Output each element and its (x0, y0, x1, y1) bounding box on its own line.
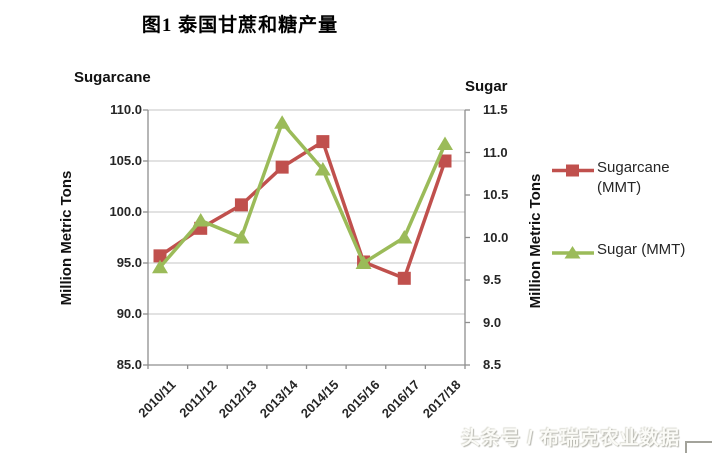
data-point-marker (152, 259, 168, 274)
right-axis-tick-label: 11.0 (483, 144, 508, 160)
series-line-sugarcane (159, 138, 447, 281)
left-axis-tick-label: 85.0 (116, 357, 142, 372)
watermark: 头条号 / 布瑞克农业数据 (461, 428, 680, 449)
left-axis-tick-label: 100.0 (109, 204, 142, 219)
data-point-marker (153, 249, 167, 263)
right-axis-tick-label: 10.0 (483, 229, 509, 245)
sugarcane-legend-marker-icon (552, 164, 594, 177)
right-axis-tick-label: 9.0 (483, 314, 502, 330)
right-axis-title: Sugar (465, 78, 508, 95)
data-point-marker (355, 255, 372, 269)
corner-box (685, 441, 712, 453)
left-axis-tick-label: 110.0 (110, 102, 142, 117)
data-point-marker (314, 162, 331, 176)
data-point-marker (437, 136, 453, 150)
right-axis-tick-label: 9.5 (483, 272, 502, 287)
left-axis-tick-label: 105.0 (109, 153, 142, 168)
data-point-marker (438, 154, 452, 168)
data-point-marker (233, 230, 250, 244)
legend-item-sugar: Sugar (MMT) (551, 240, 697, 260)
data-point-marker (274, 115, 291, 129)
left-axis-tick-label: 95.0 (116, 255, 142, 270)
data-point-marker (396, 230, 413, 244)
right-axis-tick-label: 8.5 (483, 357, 502, 372)
data-point-marker (192, 213, 209, 227)
sugar-legend-marker-icon (552, 246, 594, 259)
series-line-sugar (158, 119, 447, 269)
chart-title: 图1 泰国甘蔗和糖产量 (141, 15, 339, 36)
legend-label-sugar: Sugar (MMT) (597, 241, 686, 258)
legend-item-sugarcane: Sugarcane (MMT) (551, 158, 697, 198)
right-axis-tick-label: 10.5 (483, 187, 509, 202)
right-axis-tick-label: 11.5 (483, 102, 508, 117)
left-axis-tick-label: 90.0 (116, 306, 142, 321)
data-point-marker (397, 271, 411, 285)
legend-label-sugarcane: Sugarcane (MMT) (597, 159, 670, 196)
data-point-marker (234, 198, 248, 212)
data-point-marker (275, 160, 289, 174)
data-point-marker (316, 135, 330, 149)
left-axis-title: Sugarcane (74, 69, 151, 86)
